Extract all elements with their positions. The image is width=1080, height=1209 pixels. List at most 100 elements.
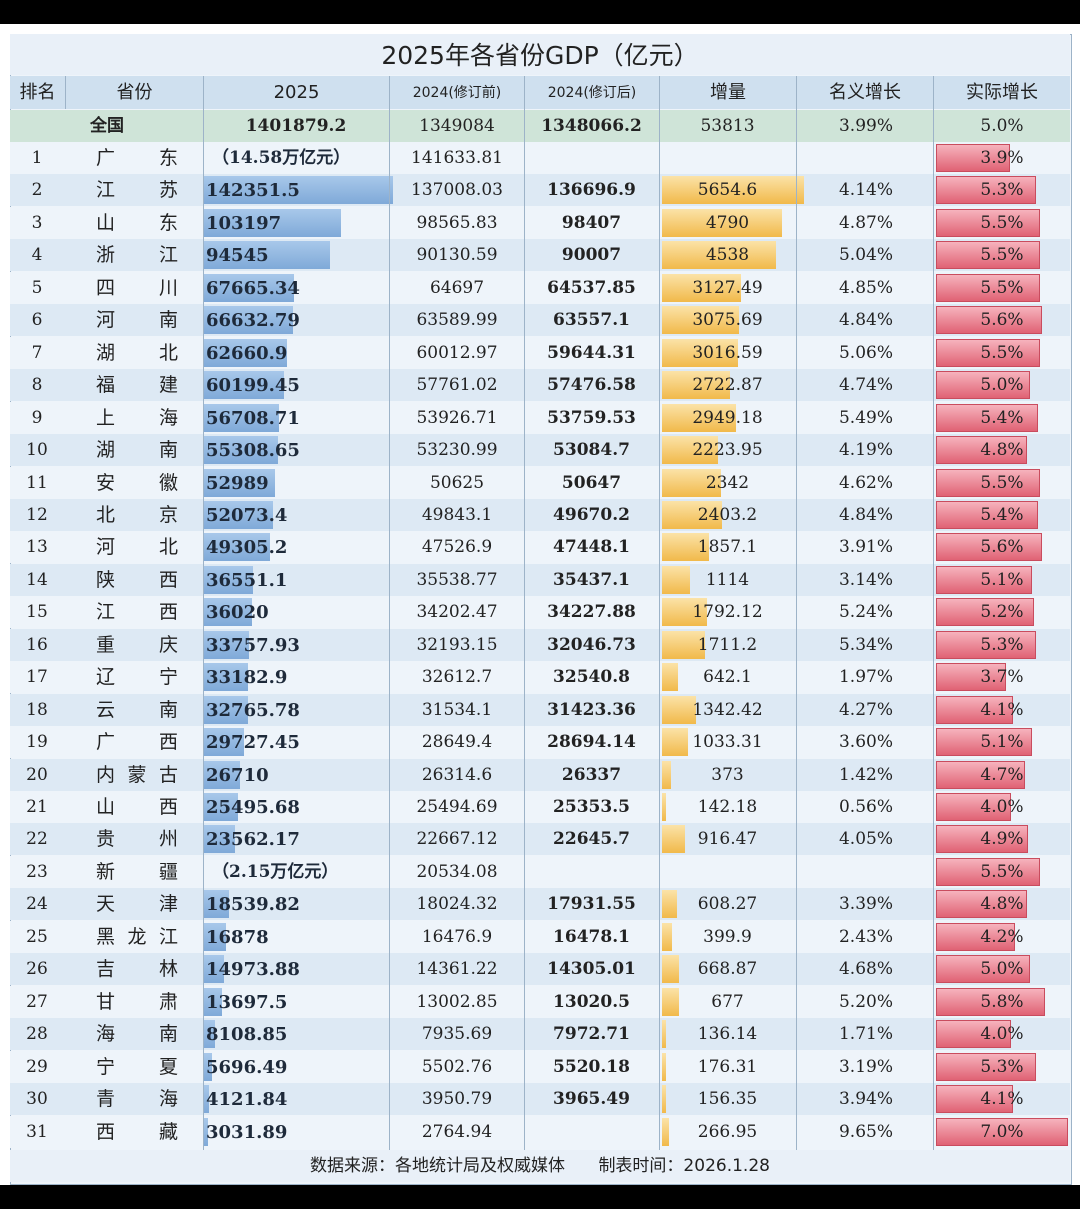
gdp-2025-value: 29727.45 — [206, 732, 300, 754]
gdp-2024-pre-value: 3950.79 — [421, 1089, 493, 1110]
gdp-2024-post-value: 25353.5 — [553, 797, 630, 817]
gdp-2024-post-value: 47448.1 — [553, 537, 630, 558]
national-gdp-2024-post: 1348066.2 — [541, 116, 642, 136]
national-increase: 53813 — [700, 116, 755, 136]
nominal-growth-value: 5.34% — [838, 634, 893, 655]
gdp-2024-post-value: 26337 — [561, 764, 622, 785]
gdp-2024-pre-value: 64697 — [429, 277, 485, 298]
increase-value: 1114 — [705, 569, 750, 590]
increase-value: 677 — [711, 991, 744, 1012]
rank-cell: 31 — [26, 1121, 48, 1142]
province-cell: 湖南 — [96, 439, 178, 462]
gdp-2025-value: 33757.93 — [206, 634, 300, 656]
gdp-2025-bar — [204, 436, 278, 465]
increase-bar — [662, 663, 678, 692]
increase-value: 176.31 — [697, 1056, 758, 1077]
increase-value: 1857.1 — [697, 537, 758, 558]
gdp-2024-pre-value: 18024.32 — [416, 894, 498, 915]
real-growth-value: 7.0% — [980, 1121, 1024, 1142]
real-growth-bar — [936, 760, 1025, 789]
real-growth-value: 5.5% — [980, 245, 1024, 266]
gdp-2025-bar — [204, 695, 248, 724]
nominal-growth-value: 3.60% — [838, 732, 893, 753]
gdp-2024-pre-value: 90130.59 — [416, 245, 498, 266]
rank-cell: 10 — [26, 440, 48, 461]
nominal-growth-value: 9.65% — [838, 1121, 893, 1142]
real-growth-bar — [936, 987, 1045, 1016]
rank-cell: 17 — [26, 667, 48, 688]
real-growth-bar — [936, 565, 1032, 594]
gdp-2025-bar — [204, 955, 224, 984]
gdp-2024-post-value: 31423.36 — [547, 699, 636, 720]
rank-cell: 23 — [26, 861, 48, 882]
rank-cell: 5 — [31, 277, 43, 298]
increase-value: 1342.42 — [692, 699, 763, 720]
gdp-2025-value: 49305.2 — [206, 537, 288, 559]
nominal-growth-value: 3.94% — [838, 1089, 893, 1110]
real-growth-bar — [936, 598, 1034, 627]
increase-value: 2722.87 — [692, 375, 763, 396]
table-row: 23 新疆 （2.15万亿元） 20534.08 5.5% — [10, 855, 1070, 888]
nominal-growth-value: 1.97% — [838, 667, 893, 688]
gdp-2024-post-value — [525, 856, 658, 888]
table-row: 3 山东 103197 98565.83 98407 4790 4.87% 5.5% — [10, 206, 1070, 239]
increase-value: 916.47 — [697, 829, 758, 850]
increase-value: 4538 — [705, 245, 750, 266]
increase-bar — [662, 208, 782, 237]
real-growth-bar — [936, 1052, 1036, 1081]
table-row: 29 宁夏 5696.49 5502.76 5520.18 176.31 3.19% 5.3% — [10, 1050, 1070, 1083]
nominal-growth-value: 4.27% — [838, 699, 893, 720]
province-cell: 宁夏 — [96, 1055, 178, 1078]
gdp-2024-pre-value: 53926.71 — [416, 407, 498, 428]
rank-cell: 26 — [26, 959, 48, 980]
column-divider — [659, 76, 660, 1150]
table-row: 9 上海 56708.71 53926.71 53759.53 2949.18 5.49% 5… — [10, 401, 1070, 434]
gdp-2024-pre-value: 2764.94 — [421, 1121, 493, 1142]
national-label: 全国 — [90, 116, 124, 136]
province-cell: 上海 — [96, 406, 178, 429]
rank-cell: 18 — [26, 699, 48, 720]
table-row: 28 海南 8108.85 7935.69 7972.71 136.14 1.71% 4.0% — [10, 1018, 1070, 1051]
gdp-2025-bar — [204, 728, 244, 757]
increase-bar — [662, 922, 672, 951]
rank-cell: 12 — [26, 504, 48, 525]
gdp-2025-value: 3031.89 — [206, 1121, 288, 1143]
nominal-growth-value — [798, 856, 934, 888]
gdp-2025-value: 103197 — [206, 212, 282, 234]
gdp-2024-pre-value: 47526.9 — [421, 537, 493, 558]
gdp-2024-post-value: 22645.7 — [553, 829, 630, 850]
gdp-2024-post-value: 136696.9 — [547, 180, 636, 201]
gdp-2025-value: 18539.82 — [206, 894, 300, 916]
increase-value: 608.27 — [697, 894, 758, 915]
gdp-2024-pre-value: 137008.03 — [411, 180, 503, 201]
rank-cell: 11 — [26, 472, 48, 493]
province-cell: 广西 — [96, 731, 178, 754]
rank-cell: 4 — [31, 245, 43, 266]
increase-value — [660, 856, 795, 888]
nominal-growth-value: 5.04% — [838, 245, 893, 266]
nominal-growth-value: 4.84% — [838, 504, 893, 525]
header-nominal-growth: 名义增长 — [797, 76, 934, 109]
real-growth-bar — [936, 468, 1040, 497]
increase-value: 2223.95 — [692, 440, 763, 461]
real-growth-value: 5.8% — [980, 991, 1024, 1012]
gdp-2024-pre-value: 14361.22 — [416, 959, 498, 980]
table-row: 13 河北 49305.2 47526.9 47448.1 1857.1 3.91% 5.6% — [10, 531, 1070, 564]
table-row: 10 湖南 55308.65 53230.99 53084.7 2223.95 4.19% 4… — [10, 434, 1070, 467]
gdp-2024-pre-value: 25494.69 — [416, 797, 498, 817]
rank-cell: 25 — [26, 926, 48, 947]
increase-bar — [662, 598, 707, 627]
gdp-2024-pre-value: 31534.1 — [421, 699, 493, 720]
table-row: 5 四川 67665.34 64697 64537.85 3127.49 4.85% 5.5% — [10, 271, 1070, 304]
nominal-growth-value: 1.42% — [838, 764, 893, 785]
gdp-2024-post-value: 3965.49 — [553, 1089, 630, 1110]
rank-cell: 27 — [26, 991, 48, 1012]
gdp-2025-bar — [204, 1052, 212, 1081]
real-growth-value: 4.9% — [980, 829, 1024, 850]
gdp-2024-post-value: 13020.5 — [553, 991, 630, 1012]
nominal-growth-value: 2.43% — [838, 926, 893, 947]
province-cell: 辽宁 — [96, 666, 178, 689]
real-growth-bar — [936, 144, 1010, 172]
real-growth-bar — [936, 663, 1006, 692]
increase-value: 136.14 — [697, 1024, 758, 1045]
